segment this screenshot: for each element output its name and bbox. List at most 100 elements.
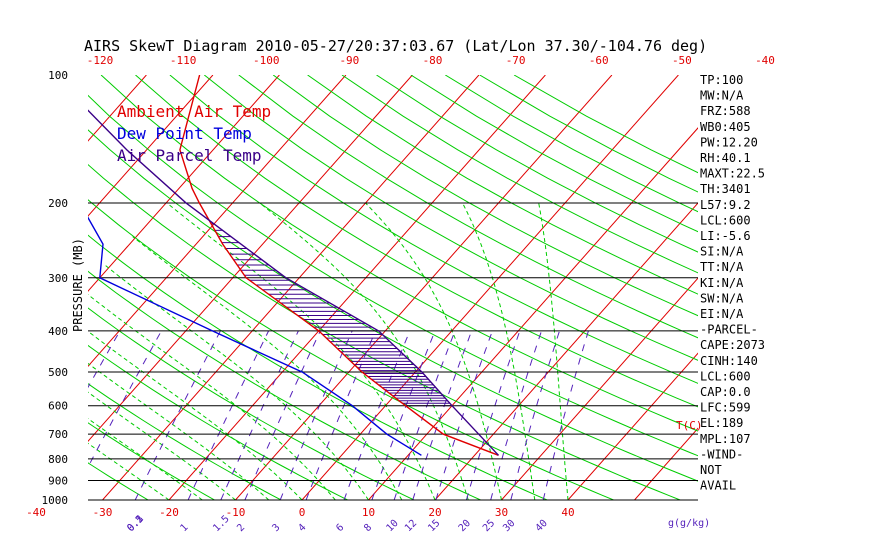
index-label: -WIND- [700, 447, 743, 461]
mixing-ratio-line [510, 330, 560, 500]
index-label: EI:N/A [700, 307, 744, 321]
top-temp-tick-label: -50 [672, 54, 692, 67]
chart-title: AIRS SkewT Diagram 2010-05-27/20:37:03.6… [84, 37, 707, 55]
bottom-temp-tick-label: 40 [561, 506, 574, 519]
isotherm-line [235, 75, 613, 500]
pressure-tick-label: 100 [48, 69, 68, 82]
dry-adiabat-line [272, 75, 698, 317]
top-temp-tick-label: -40 [755, 54, 775, 67]
index-label: RH:40.1 [700, 151, 751, 165]
top-temp-tick-label: -60 [589, 54, 609, 67]
dry-adiabat-line [88, 270, 481, 500]
dry-adiabat-line [376, 75, 698, 253]
index-label: LCL:600 [700, 213, 751, 227]
moist-adiabat-line [88, 442, 170, 500]
dry-adiabat-line [88, 462, 149, 500]
bottom-temp-tick-label: 10 [362, 506, 375, 519]
mixing-ratio-tick-label: 12 [403, 518, 419, 534]
bottom-temp-tick-label: -30 [93, 506, 113, 519]
mixing-ratio-tick-label: 20 [457, 518, 473, 534]
pressure-tick-label: 500 [48, 366, 68, 379]
top-temp-tick-label: -70 [506, 54, 526, 67]
mixing-ratio-tick-label: 15 [426, 518, 442, 534]
isotherm-line [102, 75, 480, 500]
top-temp-tick-label: -120 [87, 54, 114, 67]
dry-adiabat-line [0, 75, 15, 500]
legend-item: Air Parcel Temp [117, 146, 262, 165]
dry-adiabat-line [445, 75, 698, 213]
pressure-tick-label: 600 [48, 400, 68, 413]
moist-adiabat-line [88, 330, 303, 500]
bottom-temp-tick-label: 0 [299, 506, 306, 519]
x-axis-unit-label: T(C) [676, 419, 703, 432]
mixing-ratio-tick-label: 2 [235, 522, 247, 534]
index-label: SI:N/A [700, 245, 744, 259]
index-label: KI:N/A [700, 276, 744, 290]
dry-adiabat-line [88, 129, 698, 482]
index-label: L57:9.2 [700, 198, 751, 212]
dry-adiabat-line [513, 75, 698, 174]
bottom-temp-tick-label: -20 [159, 506, 179, 519]
dry-adiabat-line [0, 75, 82, 500]
moist-adiabat-line [132, 236, 403, 500]
mixing-ratio-tick-label: 6 [334, 522, 346, 534]
isotherm-line [301, 75, 679, 500]
bottom-temp-tick-label: -10 [226, 506, 246, 519]
moist-adiabat-line [88, 417, 203, 500]
legend-item: Ambient Air Temp [117, 102, 271, 121]
index-label: LFC:599 [700, 401, 751, 415]
dry-adiabat-line [88, 307, 415, 500]
dry-adiabat-line [88, 199, 614, 500]
isotherm-line [88, 75, 214, 217]
mixing-ratio-tick-label: 30 [501, 518, 517, 534]
index-label: EL:189 [700, 416, 743, 430]
index-label: TT:N/A [700, 260, 744, 274]
mixing-ratio-tick-label: 3 [270, 522, 282, 534]
index-label: MW:N/A [700, 89, 744, 103]
dry-adiabat-line [203, 75, 698, 361]
isotherm-line [434, 202, 698, 500]
top-temp-tick-label: -90 [339, 54, 359, 67]
pressure-tick-label: 700 [48, 428, 68, 441]
mixing-ratio-tick-label: 8 [362, 522, 374, 534]
index-label: TH:3401 [700, 182, 751, 196]
index-label: WB0:405 [700, 120, 751, 134]
index-label: TP:100 [700, 73, 743, 87]
y-axis-label: PRESSURE (MB) [71, 238, 85, 332]
moist-adiabat-line [462, 202, 536, 500]
dry-adiabat-line [307, 75, 698, 295]
index-label: CAPE:2073 [700, 338, 765, 352]
mixing-ratio-line [435, 330, 493, 500]
bottom-temp-tick-label: -40 [26, 506, 46, 519]
dry-adiabat-line [88, 234, 548, 500]
legend-item: Dew Point Temp [117, 124, 252, 143]
dry-adiabat-line [88, 344, 348, 500]
index-label: CINH:140 [700, 354, 758, 368]
dry-adiabat-line [479, 75, 698, 193]
mixing-ratio-tick-label: 25 [481, 518, 497, 534]
series-line-air-parcel-temp [88, 109, 500, 456]
isotherm-line [88, 75, 413, 443]
mixing-ratio-tick-label: 1 [178, 522, 190, 534]
index-label: MPL:107 [700, 432, 751, 446]
index-label: AVAIL [700, 479, 736, 493]
dry-adiabat-line [341, 75, 698, 274]
index-label: CAP:0.0 [700, 385, 751, 399]
dry-adiabat-line [88, 422, 215, 500]
index-label: FRZ:588 [700, 104, 751, 118]
mixing-ratio-line [220, 330, 299, 500]
pressure-tick-label: 300 [48, 272, 68, 285]
top-temp-tick-label: -80 [423, 54, 443, 67]
index-label: NOT [700, 463, 722, 477]
moist-adiabat-line [88, 391, 236, 500]
index-label: -PARCEL- [700, 323, 758, 337]
top-temp-tick-label: -100 [253, 54, 280, 67]
index-label: LCL:600 [700, 369, 751, 383]
isotherm-line [0, 75, 13, 500]
pressure-tick-label: 1000 [42, 494, 69, 507]
pressure-tick-label: 400 [48, 325, 68, 338]
bottom-temp-tick-label: 20 [428, 506, 441, 519]
isotherm-line [634, 427, 698, 500]
index-label: LI:-5.6 [700, 229, 751, 243]
